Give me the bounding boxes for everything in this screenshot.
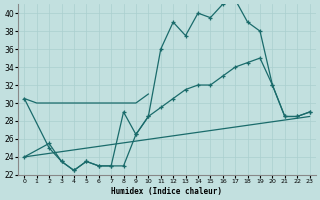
X-axis label: Humidex (Indice chaleur): Humidex (Indice chaleur): [111, 187, 222, 196]
